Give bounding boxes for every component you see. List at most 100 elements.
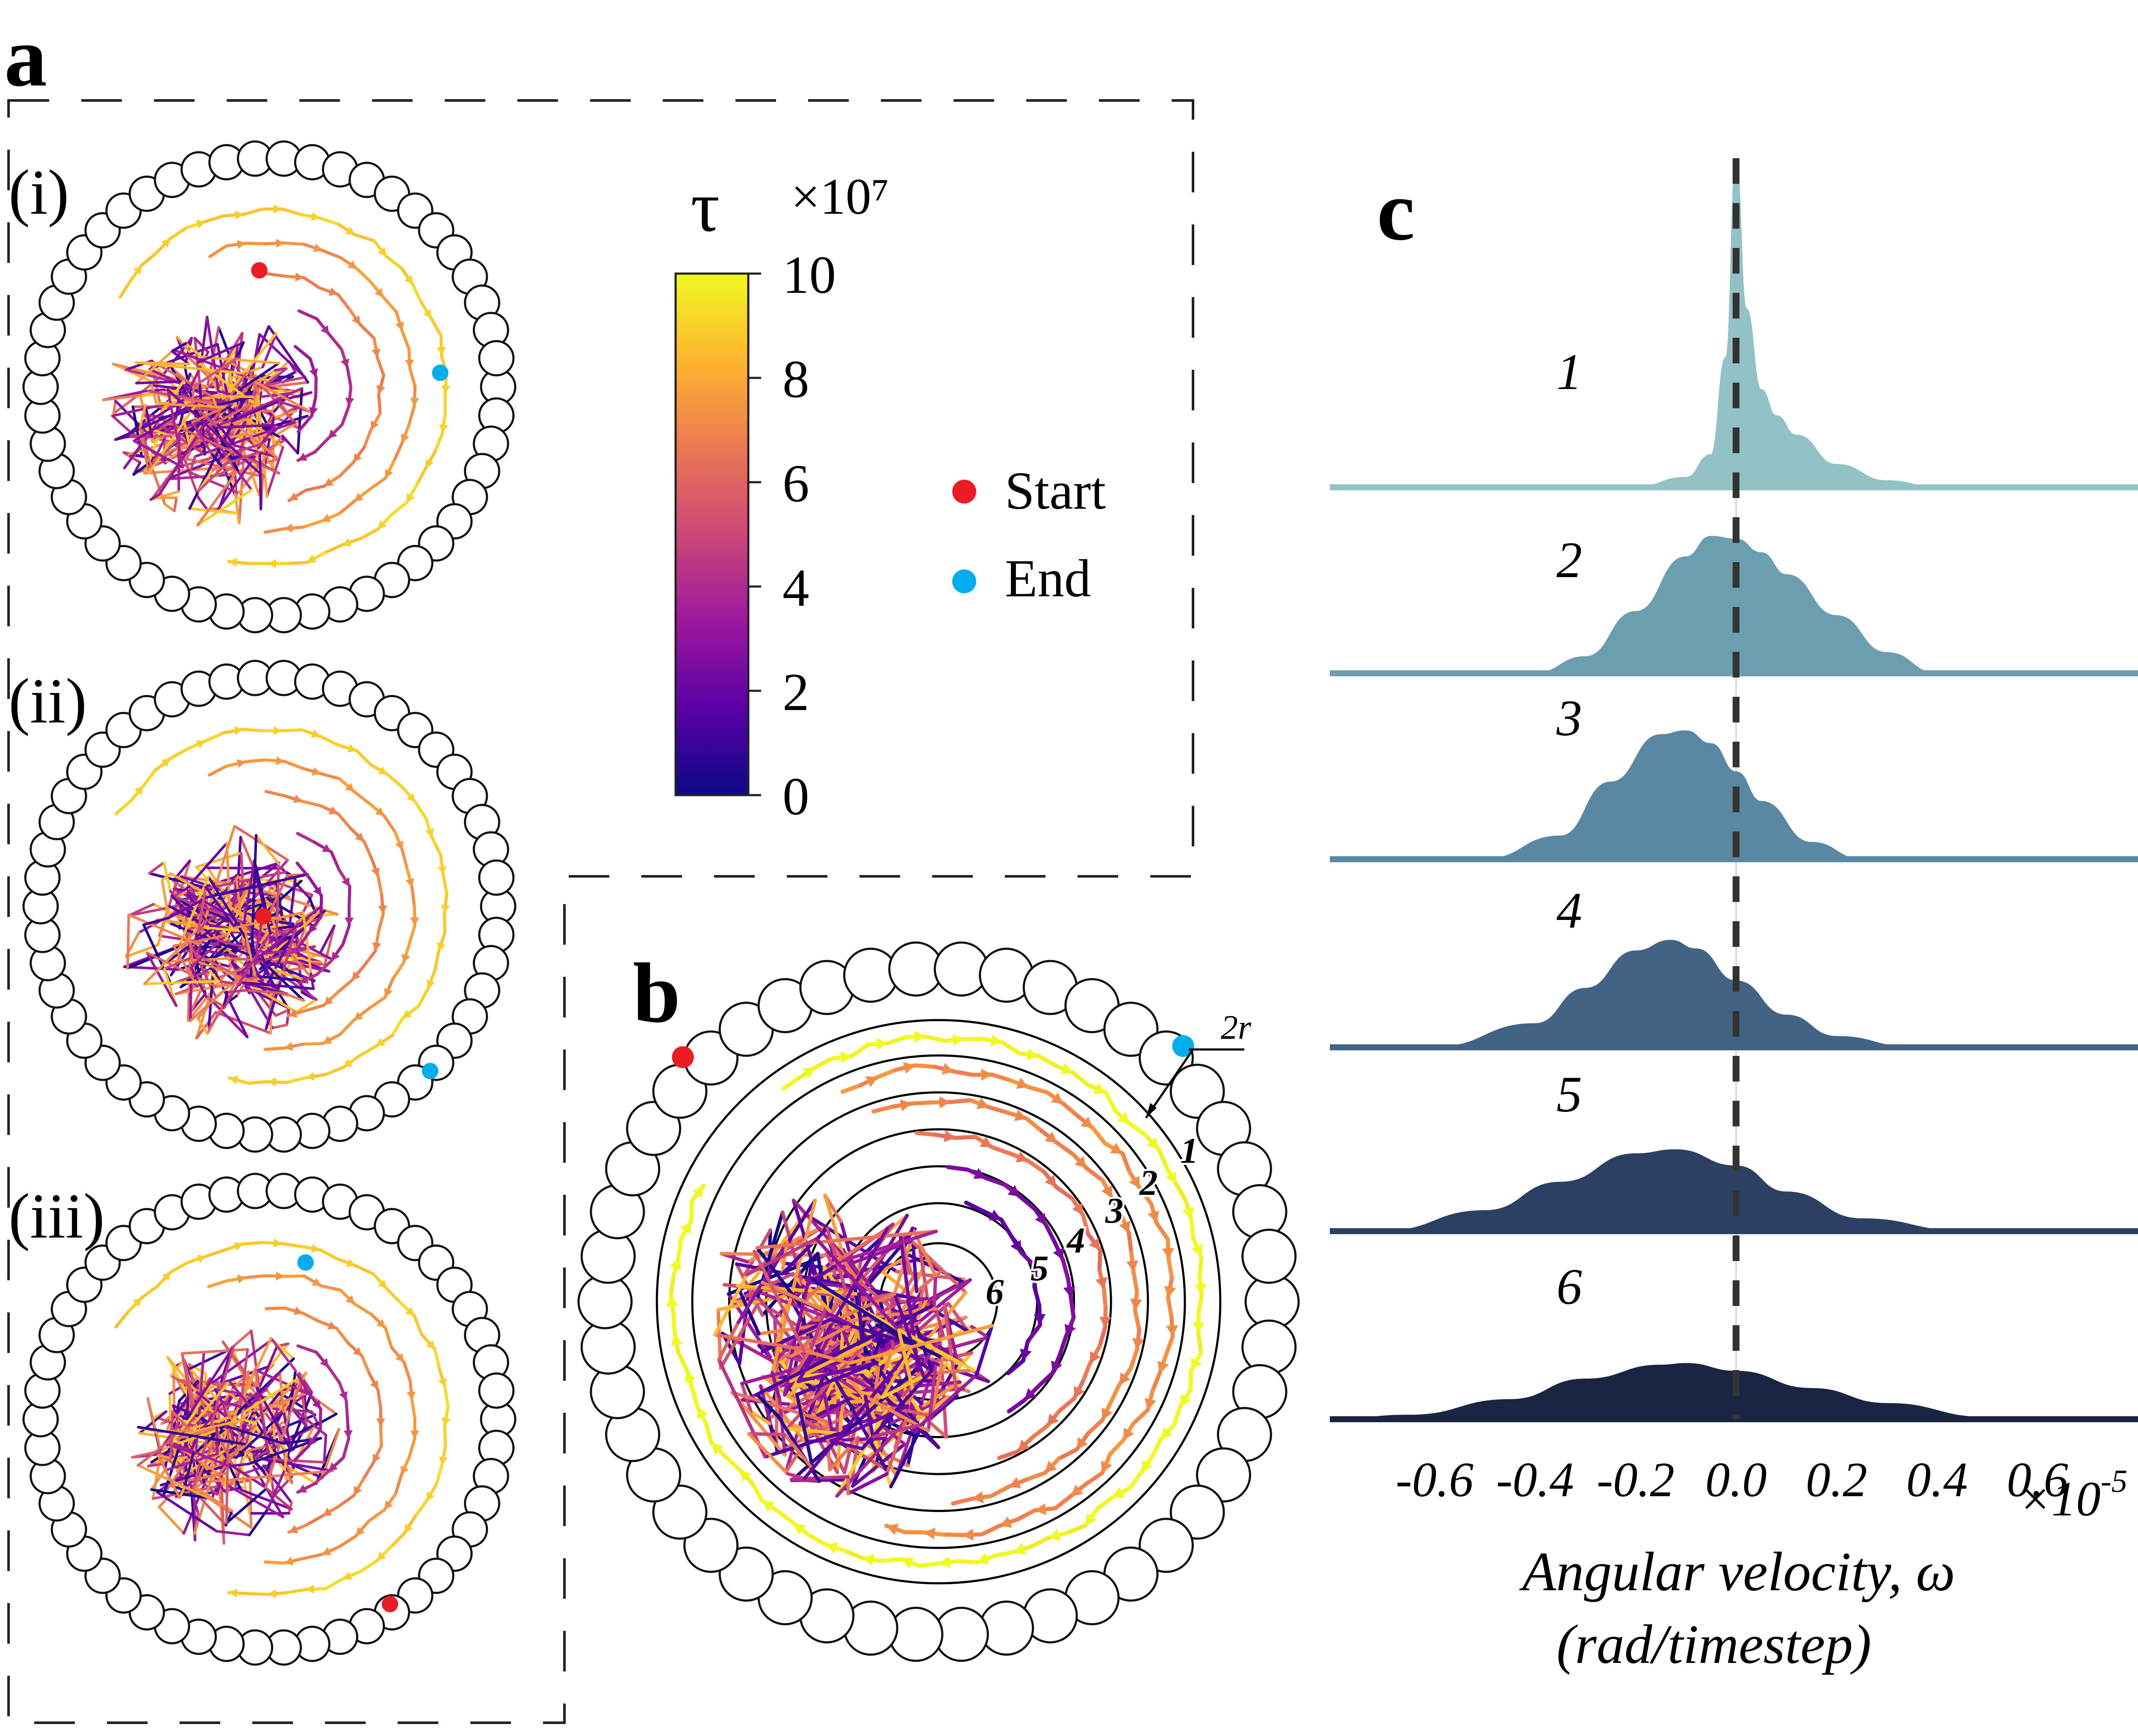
orbit-segment [362, 840, 374, 861]
orbit-segment [850, 1042, 871, 1058]
trajectory-segment [886, 1405, 934, 1418]
orbit-arrowhead [1053, 1247, 1064, 1260]
orbit-arrowhead [276, 756, 285, 766]
trajectory-segment [212, 967, 249, 1038]
trajectory-segment [217, 389, 233, 396]
orbit-segment [207, 1279, 229, 1288]
orbit-segment [807, 1533, 828, 1547]
orbit-arrowhead [324, 477, 334, 486]
trajectory-segment [282, 1410, 292, 1452]
orbit-arrowhead [196, 740, 206, 749]
orbit-segment [952, 1069, 975, 1077]
orbit-segment [1069, 1296, 1076, 1320]
trajectory-segment [197, 496, 209, 511]
orbit-arrowhead [384, 1500, 393, 1510]
orbit-segment [1007, 1398, 1027, 1414]
orbit-arrowhead [276, 1271, 284, 1281]
orbit-segment [413, 1499, 428, 1518]
trajectory-segment [189, 455, 197, 474]
orbit-segment [169, 1261, 190, 1274]
trajectory-segment [934, 1307, 945, 1337]
trajectory-segment [178, 1485, 186, 1499]
trajectory-segment [880, 1374, 925, 1399]
orbit-arrowhead [1164, 1285, 1176, 1298]
trajectory-segment [143, 919, 208, 985]
orbit-segment [264, 1306, 286, 1310]
colorbar-tick-label: 6 [783, 454, 809, 513]
density-area-1 [1334, 162, 2138, 488]
orbit-arrowhead [1045, 1175, 1057, 1188]
orbit-segment [964, 1200, 986, 1214]
orbit-arrowhead [293, 794, 303, 803]
trajectory-segment [148, 861, 165, 875]
trajectory-segment [167, 1440, 230, 1468]
orbit-segment [413, 800, 428, 820]
orbit-arrowhead [322, 1508, 332, 1516]
trajectory-segment [755, 1392, 781, 1419]
orbit-arrowhead [307, 554, 316, 563]
orbit-segment [668, 1274, 676, 1298]
trajectory-segment [212, 401, 255, 426]
orbit-arrowhead [312, 767, 321, 776]
orbit-arrowhead [980, 1136, 992, 1147]
trajectory-segment [863, 1394, 875, 1438]
trajectory-segment [193, 336, 201, 385]
orbit-arrowhead [273, 726, 282, 735]
trajectory-segment [735, 1284, 761, 1336]
orbit-arrowhead [939, 1556, 951, 1568]
trajectory-segment [197, 886, 207, 934]
orbit-segment [415, 466, 428, 487]
trajectory-segment [195, 852, 243, 869]
orbit-segment [301, 1042, 325, 1046]
orbit-arrowhead [671, 1334, 683, 1346]
orbit-arrowhead [375, 807, 384, 816]
orbit-arrowhead [295, 272, 304, 282]
orbit-segment [359, 1559, 379, 1573]
trajectory-segment [248, 1507, 269, 1536]
trajectory-segment [272, 410, 298, 419]
orbit-segment [304, 484, 326, 492]
trajectory-segment [244, 1371, 281, 1413]
trajectory-segment [730, 1391, 829, 1424]
trajectory-segment [173, 496, 178, 513]
orbit-segment [355, 749, 372, 766]
orbit-arrowhead [1027, 1048, 1039, 1061]
orbit-segment [443, 1424, 447, 1447]
orbit-arrowhead [1101, 1460, 1112, 1473]
orbit-arrowhead [1060, 1063, 1073, 1074]
orbit-segment [913, 1063, 937, 1069]
orbit-segment [1157, 1147, 1169, 1170]
trajectory-segment [211, 395, 255, 398]
orbit-arrowhead [339, 1391, 348, 1401]
trajectory-segment [189, 979, 193, 1023]
trajectory-segment [168, 905, 210, 928]
trajectory-segment [857, 1279, 895, 1312]
orbit-segment [902, 1530, 926, 1535]
orbit-segment [999, 1217, 1014, 1239]
trajectory-segment [265, 973, 284, 1030]
orbit-arrowhead [952, 1034, 964, 1046]
boundary-particle [478, 340, 515, 377]
orbit-segment [434, 431, 444, 453]
orbit-arrowhead [395, 840, 404, 850]
orbit-segment [1030, 1424, 1050, 1440]
orbit-segment [280, 1242, 303, 1248]
start-marker [672, 1046, 694, 1068]
orbit-arrowhead [426, 979, 435, 989]
trajectory-segment [916, 1297, 929, 1319]
trajectory-segment [169, 1358, 186, 1377]
trajectory-segment [218, 980, 234, 985]
trajectory-segment [193, 937, 212, 973]
orbit-arrowhead [372, 942, 381, 951]
orbit-arrowhead [1076, 1437, 1088, 1450]
orbit-segment [955, 1559, 979, 1565]
orbit-arrowhead [989, 1209, 1001, 1220]
trajectory-segment [177, 413, 184, 430]
orbit-arrowhead [376, 385, 385, 395]
orbit-segment [302, 276, 322, 290]
orbit-segment [723, 1454, 742, 1472]
orbit-arrowhead [944, 1130, 956, 1142]
orbit-arrowhead [972, 1491, 984, 1503]
orbit-segment [328, 333, 343, 351]
boundary-particle [1241, 1319, 1297, 1375]
